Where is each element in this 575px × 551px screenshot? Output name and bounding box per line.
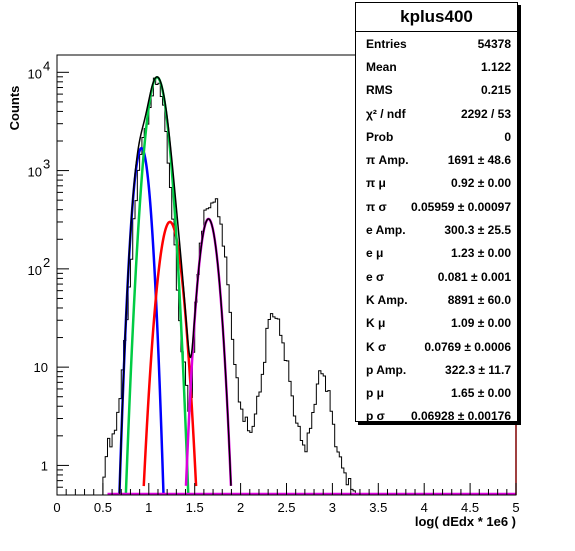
- stats-row: K σ 0.0769 ± 0.0006: [356, 335, 517, 358]
- stats-label: p Amp.: [366, 362, 407, 377]
- y-tick-exponent: 4: [43, 58, 50, 73]
- y-tick-label: 10: [28, 66, 42, 81]
- y-tick-label: 10: [34, 360, 48, 375]
- stats-row: p Amp. 322.3 ± 11.7: [356, 358, 517, 381]
- y-tick-label: 1: [41, 458, 48, 473]
- stats-label: Prob: [366, 129, 394, 144]
- stats-box: kplus400 Entries 54378 Mean 1.122 RMS 0.215 χ²…: [355, 2, 518, 423]
- stats-value: 0.05959 ± 0.00097: [410, 199, 511, 214]
- stats-label: p μ: [366, 386, 385, 401]
- stats-row: Mean 1.122: [356, 55, 517, 78]
- stats-title: kplus400: [356, 3, 517, 32]
- stats-value: 54378: [477, 36, 511, 51]
- stats-value: 1.09 ± 0.00: [451, 316, 511, 331]
- stats-label: K σ: [366, 339, 387, 354]
- stats-row: K μ 1.09 ± 0.00: [356, 312, 517, 335]
- x-tick-label: 4: [421, 500, 428, 515]
- x-tick-label: 0.5: [94, 500, 112, 515]
- sum-curve: [118, 76, 232, 494]
- stats-row: π σ 0.05959 ± 0.00097: [356, 195, 517, 218]
- stats-row: e σ 0.081 ± 0.001: [356, 265, 517, 288]
- stats-row: RMS 0.215: [356, 79, 517, 102]
- stats-label: RMS: [366, 83, 393, 98]
- stats-value: 0.06928 ± 0.00176: [410, 409, 511, 424]
- x-tick-label: 0: [53, 500, 60, 515]
- y-tick-label: 10: [28, 263, 42, 278]
- histogram-outline: [102, 77, 358, 496]
- x-tick-label: 2: [237, 500, 244, 515]
- stats-value: 2292 / 53: [460, 106, 511, 121]
- x-tick-label: 5: [512, 500, 519, 515]
- stats-row: K Amp. 8891 ± 60.0: [356, 288, 517, 311]
- x-tick-label: 1: [145, 500, 152, 515]
- stats-label: χ² / ndf: [366, 106, 406, 121]
- stats-row: p μ 1.65 ± 0.00: [356, 381, 517, 404]
- total-fit-curve: [118, 76, 232, 494]
- stats-value: 8891 ± 60.0: [447, 292, 511, 307]
- x-tick-label: 2.5: [277, 500, 295, 515]
- stats-row: π Amp. 1691 ± 48.6: [356, 148, 517, 171]
- stats-row: Entries 54378: [356, 32, 517, 55]
- stats-value: 0: [504, 129, 511, 144]
- x-tick-label: 4.5: [461, 500, 479, 515]
- stats-value: 0.92 ± 0.00: [451, 176, 511, 191]
- stats-row: χ² / ndf 2292 / 53: [356, 102, 517, 125]
- stats-value: 1.65 ± 0.00: [451, 386, 511, 401]
- y-tick-exponent: 2: [43, 255, 50, 270]
- stats-row: π μ 0.92 ± 0.00: [356, 172, 517, 195]
- x-tick-label: 1.5: [186, 500, 204, 515]
- stats-label: Mean: [366, 59, 397, 74]
- stats-label: Entries: [366, 36, 407, 51]
- stats-row: e Amp. 300.3 ± 25.5: [356, 218, 517, 241]
- stats-row: Prob 0: [356, 125, 517, 148]
- stats-label: e Amp.: [366, 223, 406, 238]
- stats-value: 0.215: [480, 83, 511, 98]
- stats-row: p σ 0.06928 ± 0.00176: [356, 405, 517, 428]
- x-tick-label: 3.5: [369, 500, 387, 515]
- stats-label: K Amp.: [366, 292, 408, 307]
- histogram-layer: [102, 77, 358, 496]
- y-axis-label: Counts: [7, 86, 22, 131]
- stats-value: 322.3 ± 11.7: [445, 362, 511, 377]
- stats-label: π μ: [366, 176, 386, 191]
- stats-label: π Amp.: [366, 153, 409, 168]
- stats-value: 1691 ± 48.6: [447, 153, 511, 168]
- x-axis: 0 0.5 1 1.5 2 2.5 3 3.5 4 4.5 5: [53, 483, 520, 515]
- stats-value: 300.3 ± 25.5: [444, 223, 511, 238]
- stats-label: K μ: [366, 316, 386, 331]
- x-axis-label: log( dEdx * 1e6 ): [415, 514, 516, 529]
- stats-value: 0.081 ± 0.001: [437, 269, 511, 284]
- x-tick-label: 3: [329, 500, 336, 515]
- stats-value: 1.23 ± 0.00: [451, 246, 511, 261]
- stats-label: π σ: [366, 199, 387, 214]
- stats-value: 0.0769 ± 0.0006: [424, 339, 511, 354]
- stats-rows: Entries 54378 Mean 1.122 RMS 0.215 χ² / ndf 229…: [356, 32, 517, 428]
- stats-label: e σ: [366, 269, 385, 284]
- stats-label: p σ: [366, 409, 385, 424]
- stats-row: e μ 1.23 ± 0.00: [356, 242, 517, 265]
- stats-label: e μ: [366, 246, 384, 261]
- y-tick-label: 10: [28, 165, 42, 180]
- y-tick-exponent: 3: [43, 157, 50, 172]
- stats-value: 1.122: [480, 59, 511, 74]
